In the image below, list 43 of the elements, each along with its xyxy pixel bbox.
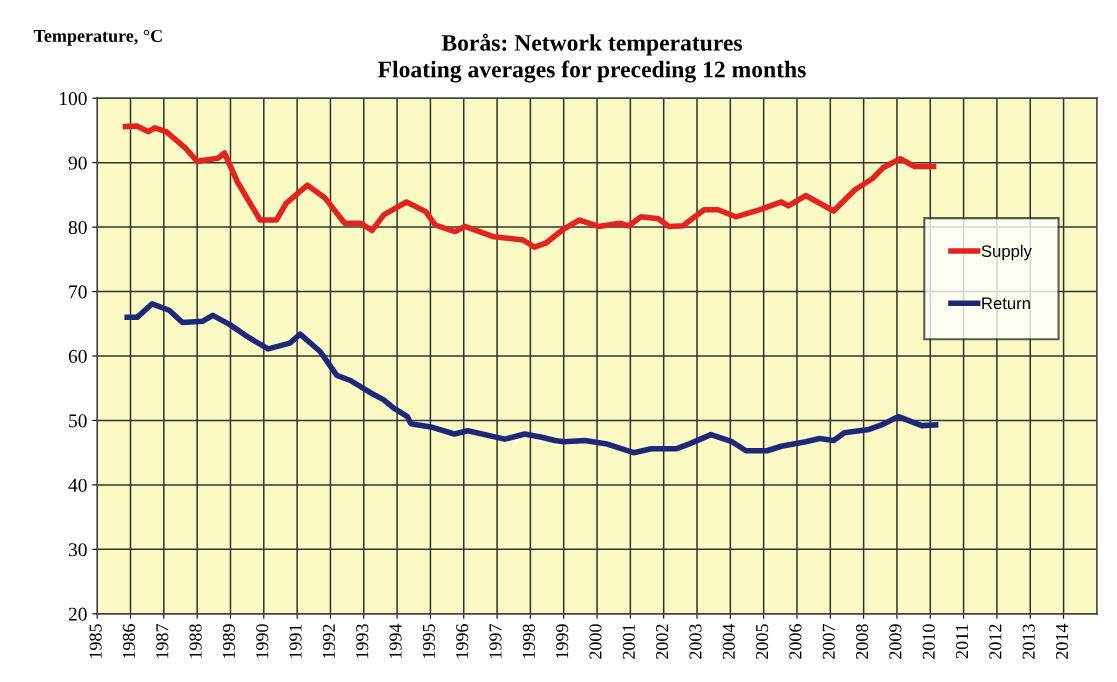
x-tick-label: 2012 — [989, 624, 1002, 659]
y-axis-title: Temperature, °C — [33, 29, 162, 46]
x-tick-label: 1999 — [556, 624, 569, 659]
y-tick-label: 70 — [69, 285, 87, 299]
x-tick-label: 2008 — [855, 624, 869, 659]
x-tick-label: 1994 — [389, 623, 402, 659]
x-tick-label: 2013 — [1022, 624, 1035, 659]
x-tick-label: 2003 — [689, 624, 702, 659]
x-tick-label: 1997 — [489, 624, 502, 659]
x-tick-label: 1987 — [156, 624, 169, 659]
x-tick-label: 2001 — [622, 624, 635, 659]
x-tick-label: 1992 — [322, 624, 335, 659]
x-tick-label: 1985 — [89, 624, 102, 659]
x-tick-label: 2011 — [955, 624, 969, 659]
x-tick-label: 2002 — [656, 624, 669, 659]
x-tick-label: 1998 — [522, 624, 535, 659]
x-tick-label: 1986 — [122, 624, 136, 659]
x-tick-label: 2005 — [755, 624, 769, 659]
x-tick-label: 2014 — [1055, 623, 1069, 659]
y-tick-label: 30 — [68, 543, 87, 557]
y-tick-label: 60 — [68, 349, 87, 363]
x-tick-label: 1988 — [189, 624, 202, 659]
chart-title: Borås: Network temperatures Floating averages for preceding 12 months — [378, 33, 806, 83]
x-tick-label: 1991 — [289, 624, 302, 659]
x-tick-label: 2000 — [589, 624, 602, 659]
y-tick-label: 50 — [69, 414, 87, 428]
x-tick-label: 1990 — [256, 624, 269, 659]
x-tick-label: 2009 — [889, 624, 902, 659]
x-tick-label: 1996 — [456, 624, 469, 659]
legend-label: Supply — [981, 244, 1032, 261]
x-tick-label: 1995 — [422, 624, 435, 659]
x-tick-label: 1989 — [222, 624, 235, 659]
legend-label: Return — [982, 297, 1030, 310]
y-tick-label: 100 — [60, 92, 87, 106]
y-tick-label: 40 — [68, 478, 87, 492]
x-tick-label: 2010 — [922, 624, 935, 659]
y-tick-label: 20 — [68, 607, 87, 621]
x-tick-label: 1993 — [356, 624, 369, 659]
y-tick-label: 80 — [68, 220, 87, 235]
y-tick-label: 90 — [68, 156, 87, 170]
x-tick-label: 2007 — [822, 624, 835, 659]
x-tick-label: 2006 — [789, 624, 802, 659]
x-tick-label: 2004 — [722, 623, 735, 659]
